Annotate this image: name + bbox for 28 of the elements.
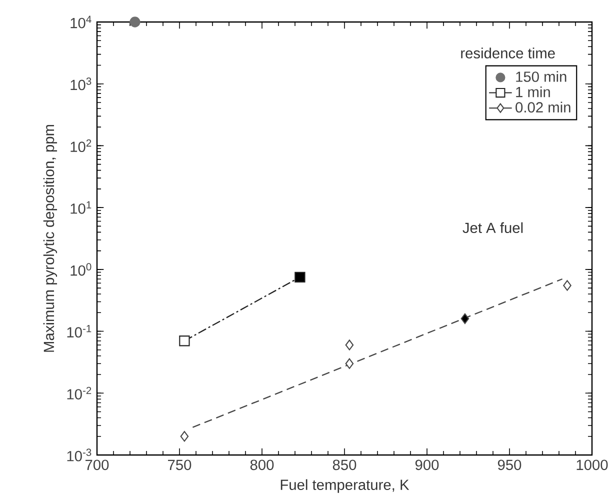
y-tick-label: 10$^{1}$ [70,201,92,214]
y-axis-title: Maximum pyrolytic deposition, ppm [43,124,58,352]
legend-label: 0.02 min [516,102,570,113]
y-tick-label: 10$^{-2}$ [67,386,92,400]
point [345,358,354,369]
x-tick-label: 850 [332,460,356,470]
point [294,272,306,282]
annotation: Jet A fuel [462,222,523,234]
x-tick-label: 750 [168,460,192,470]
legend-label: 1 min [516,86,550,98]
y-tick-label: 10$^{4}$ [70,16,92,28]
x-tick-label: 700 [86,460,109,470]
point [563,280,572,291]
x-tick-label: 800 [250,460,274,470]
x-axis-title: Fuel temperature, K [280,479,410,493]
x-tick-label: 900 [415,460,439,470]
x-tick-label: 950 [498,460,522,470]
x-tick-label: 1000 [576,460,608,470]
y-tick-label: 10$^{0}$ [70,263,92,276]
point [345,340,354,350]
legend-label: 150 min [516,71,566,82]
y-tick-label: 10$^{2}$ [70,139,92,152]
legend-title: residence time [461,48,555,58]
y-tick-label: 10$^{3}$ [70,78,92,90]
point [180,431,189,442]
y-tick-label: 10$^{-1}$ [67,325,92,338]
y-tick-label: 10$^{-3}$ [67,448,92,462]
point [130,16,140,28]
